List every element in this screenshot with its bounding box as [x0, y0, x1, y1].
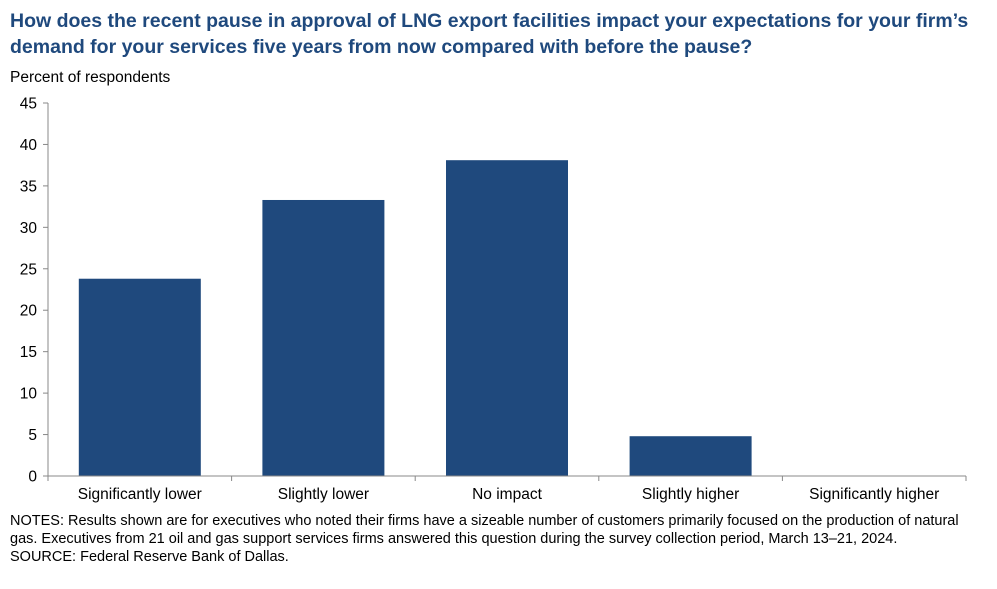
y-tick-label: 25: [20, 261, 37, 278]
y-axis: 0 5 10 15 20 25 30 35 40 45: [20, 96, 49, 486]
y-tick-label: 40: [20, 137, 38, 154]
x-category-label: Slightly lower: [278, 486, 369, 503]
bar: [262, 199, 385, 477]
x-category-label: Slightly higher: [642, 486, 739, 503]
x-category-label: No impact: [472, 486, 542, 503]
source-text: SOURCE: Federal Reserve Bank of Dallas.: [10, 549, 289, 565]
y-tick-label: 15: [20, 344, 37, 361]
y-tick-label: 35: [20, 178, 37, 195]
chart-title: How does the recent pause in approval of…: [10, 10, 969, 58]
bar: [78, 278, 201, 476]
y-tick-label: 20: [20, 303, 38, 320]
y-tick-label: 10: [20, 386, 38, 403]
bars: [78, 160, 752, 477]
bar: [629, 436, 752, 476]
y-tick-label: 45: [20, 96, 37, 113]
bar-chart: 0 5 10 15 20 25 30 35 40 45 Significantly lower Sl…: [20, 96, 967, 503]
bar: [446, 160, 568, 476]
y-axis-label: Percent of respondents: [10, 69, 171, 86]
y-tick-label: 30: [20, 220, 38, 237]
x-category-label: Significantly lower: [78, 486, 202, 503]
x-axis: Significantly lower Slightly lower No impa…: [47, 475, 967, 503]
y-tick-label: 0: [28, 469, 37, 486]
notes-text: NOTES: Results shown are for executives …: [10, 513, 959, 547]
x-category-label: Significantly higher: [809, 486, 939, 503]
notes-block: NOTES: Results shown are for executives …: [10, 512, 990, 566]
y-tick-label: 5: [28, 427, 37, 444]
